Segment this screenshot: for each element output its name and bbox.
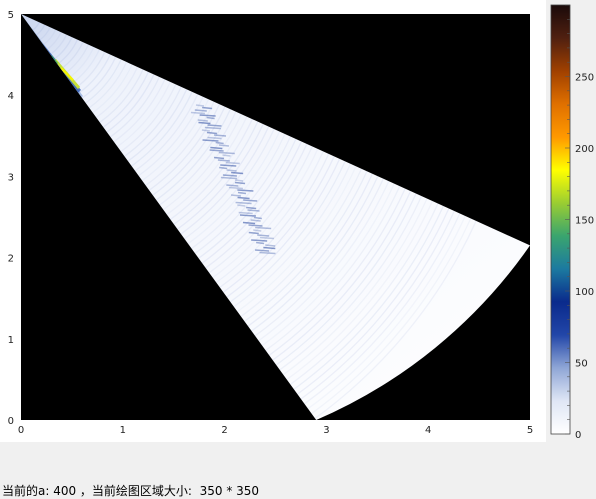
colorbar-tick-label: 50 [575,359,588,370]
y-tick-label: 4 [8,91,14,102]
colorbar-tick-label: 100 [575,287,594,298]
status-bar-text: 当前的a: 400 ，当前绘图区域大小: 350 * 350 [2,484,260,498]
axes: 0 1 2 3 4 5 0 1 2 3 4 5 [8,10,534,436]
y-tick-label: 1 [8,335,14,346]
heatmap-plot: 0 1 2 3 4 5 0 1 2 3 4 5 [8,10,534,436]
x-tick-label: 5 [527,425,533,436]
x-tick-label: 1 [120,425,126,436]
colorbar-tick-label: 200 [575,144,594,155]
x-tick-label: 2 [221,425,227,436]
colorbar-tick-label: 0 [575,430,581,441]
x-tick-label: 4 [425,425,431,436]
y-tick-label: 2 [8,254,14,265]
colorbar-tick-label: 150 [575,216,594,227]
y-tick-label: 3 [8,172,14,183]
x-tick-label: 0 [18,425,24,436]
colorbar-tick-label: 250 [575,73,594,84]
y-tick-label: 0 [8,416,14,427]
plot-panel: 0 1 2 3 4 5 0 1 2 3 4 5 [0,0,546,442]
colorbar: 0 50 100 150 200 250 [550,4,594,441]
x-tick-label: 3 [323,425,329,436]
fan-region [21,14,530,420]
y-tick-label: 5 [8,10,14,21]
